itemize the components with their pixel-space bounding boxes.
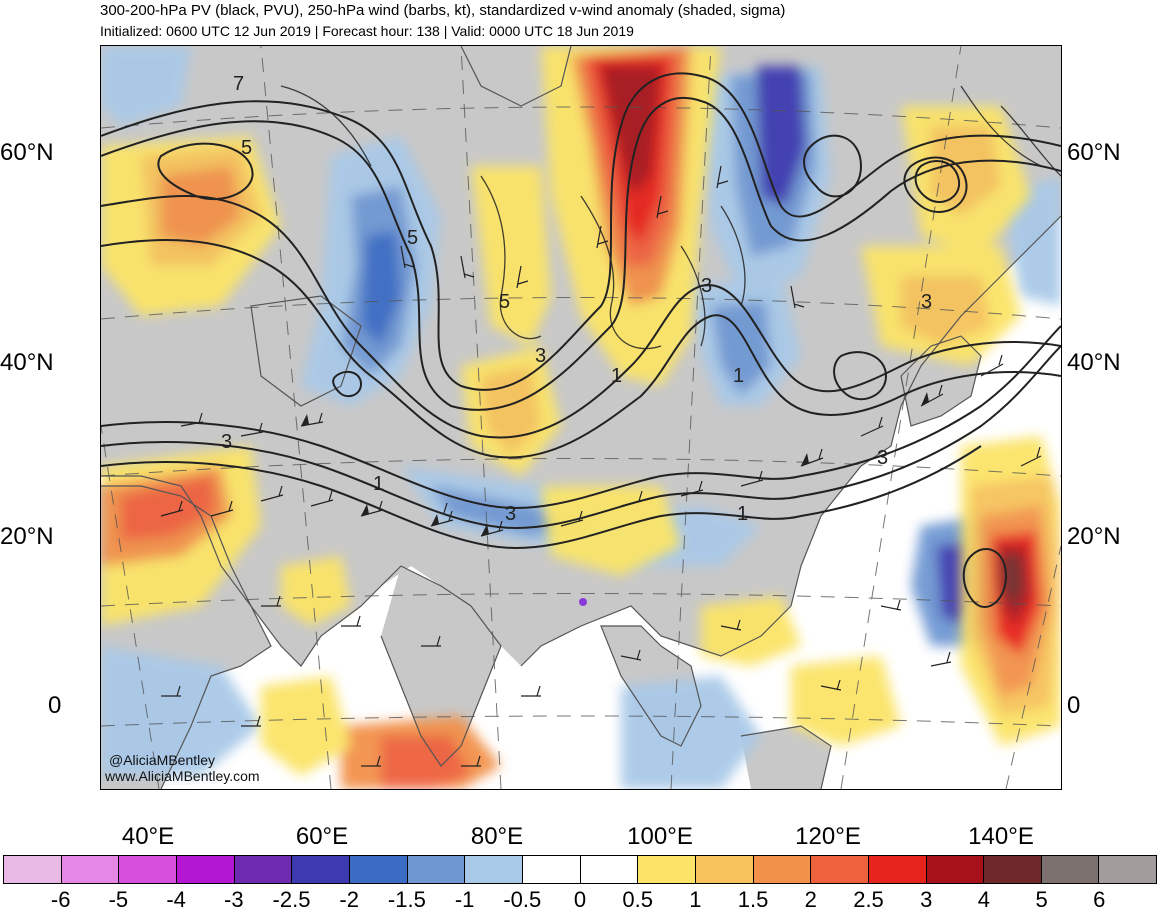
colorbar-swatch bbox=[292, 856, 350, 883]
colorbar-tick-label: -2 bbox=[339, 887, 359, 912]
colorbar-swatch bbox=[4, 856, 62, 883]
colorbar-swatch bbox=[1099, 856, 1157, 883]
pv-contour-label: 3 bbox=[921, 291, 932, 313]
colorbar-tick-label: 5 bbox=[1035, 887, 1048, 912]
colorbar-swatch bbox=[753, 856, 812, 883]
colorbar-tick-label: 3 bbox=[920, 887, 933, 912]
colorbar-tick-label: -6 bbox=[50, 887, 71, 912]
lon-label-100e: 100°E bbox=[627, 823, 693, 850]
map-title: 300-200-hPa PV (black, PVU), 250-hPa win… bbox=[100, 2, 786, 19]
pv-contour-label: 1 bbox=[733, 365, 744, 387]
pv-contour-label-group: 7 5 5 5 3 3 3 3 3 3 1 1 1 1 bbox=[221, 73, 932, 525]
lon-label-140e: 140°E bbox=[968, 823, 1034, 850]
lon-label-80e: 80°E bbox=[470, 823, 524, 850]
colorbar-swatch bbox=[811, 856, 869, 883]
colorbar-tick-label: -3 bbox=[224, 887, 244, 912]
pv-contour-label: 5 bbox=[241, 137, 252, 159]
pv-contour-label: 3 bbox=[701, 275, 712, 297]
colorbar-tick-label: 0.5 bbox=[622, 887, 653, 912]
colorbar-tick-label: 6 bbox=[1093, 887, 1106, 912]
pv-contour-label: 3 bbox=[535, 345, 546, 367]
colorbar-tick-label: -1 bbox=[454, 887, 475, 912]
colorbar-tick-label: -0.5 bbox=[503, 887, 542, 912]
colorbar-swatch bbox=[926, 856, 985, 883]
pv-contour-label: 1 bbox=[737, 503, 748, 525]
colorbar-swatch bbox=[984, 856, 1042, 883]
graticule bbox=[101, 46, 1061, 789]
colorbar-swatch bbox=[465, 856, 523, 883]
wind-barbs bbox=[160, 165, 1042, 767]
colorbar-tick-label: 1.5 bbox=[737, 887, 769, 912]
pv-contours-thin bbox=[280, 85, 1061, 350]
colorbar-swatch bbox=[580, 856, 639, 883]
credit-twitter: @AliciaMBentley bbox=[109, 752, 216, 768]
colorbar-swatch bbox=[638, 856, 696, 883]
pv-contour-label: 1 bbox=[611, 365, 622, 387]
colorbar-swatch bbox=[349, 856, 408, 883]
map-panel[interactable]: 7 5 5 5 3 3 3 3 3 3 1 1 1 1 @AliciaMBent… bbox=[100, 45, 1062, 790]
colorbar-swatch bbox=[522, 856, 581, 883]
lat-label-left-20n: 20°N bbox=[0, 523, 54, 550]
lon-label-40e: 40°E bbox=[121, 823, 175, 850]
map-canvas: 7 5 5 5 3 3 3 3 3 3 1 1 1 1 bbox=[101, 46, 1061, 789]
colorbar-tick-label: -5 bbox=[108, 887, 129, 912]
colorbar-swatch bbox=[176, 856, 235, 883]
lat-label-left-eq: 0 bbox=[48, 692, 62, 719]
pv-contour-label: 3 bbox=[221, 431, 232, 453]
land-borneo bbox=[741, 726, 831, 789]
colorbar-tick-label: -1.5 bbox=[387, 887, 426, 912]
colorbar-swatch bbox=[407, 856, 466, 883]
pv-contour-label: 3 bbox=[877, 447, 888, 469]
colorbar-swatch bbox=[119, 856, 177, 883]
lat-label-left-40n: 40°N bbox=[0, 349, 54, 376]
colorbar-swatch bbox=[61, 856, 120, 883]
colorbar-tick-label: -2.5 bbox=[272, 887, 311, 912]
land-india bbox=[381, 566, 501, 766]
colorbar-tick-label: 4 bbox=[977, 887, 991, 912]
pv-contour-label: 1 bbox=[373, 473, 384, 495]
colorbar-swatch bbox=[868, 856, 927, 883]
colorbar-swatch bbox=[234, 856, 293, 883]
colorbar-tick-label: 0 bbox=[573, 887, 587, 912]
colorbar-tick-label: 2 bbox=[804, 887, 817, 912]
lat-label-right-60n: 60°N bbox=[1067, 139, 1121, 166]
pv-contour-label: 3 bbox=[505, 503, 516, 525]
colorbar-swatch bbox=[695, 856, 754, 883]
pv-contour-label: 7 bbox=[233, 73, 244, 95]
colorbar-tick-label: 1 bbox=[689, 887, 702, 912]
pv-contour-label: 5 bbox=[499, 291, 510, 313]
lat-label-right-20n: 20°N bbox=[1067, 523, 1121, 550]
lon-label-120e: 120°E bbox=[795, 823, 861, 850]
colorbar-tick-label: -4 bbox=[166, 887, 186, 912]
lat-label-right-eq: 0 bbox=[1067, 692, 1081, 719]
pv-contours bbox=[101, 72, 1061, 608]
lat-label-left-60n: 60°N bbox=[0, 139, 54, 166]
lat-label-right-40n: 40°N bbox=[1067, 349, 1121, 376]
credit-website: www.AliciaMBentley.com bbox=[105, 768, 260, 784]
wind-pennants bbox=[301, 392, 929, 536]
coastlines bbox=[101, 46, 1061, 789]
pv-contour-label: 5 bbox=[407, 227, 418, 249]
marker-point bbox=[579, 598, 587, 606]
colorbar bbox=[3, 855, 1157, 884]
colorbar-swatch bbox=[1041, 856, 1100, 883]
lon-label-60e: 60°E bbox=[295, 823, 349, 850]
map-subtitle: Initialized: 0600 UTC 12 Jun 2019 | Fore… bbox=[100, 23, 634, 39]
colorbar-tick-label: 2.5 bbox=[853, 887, 884, 912]
